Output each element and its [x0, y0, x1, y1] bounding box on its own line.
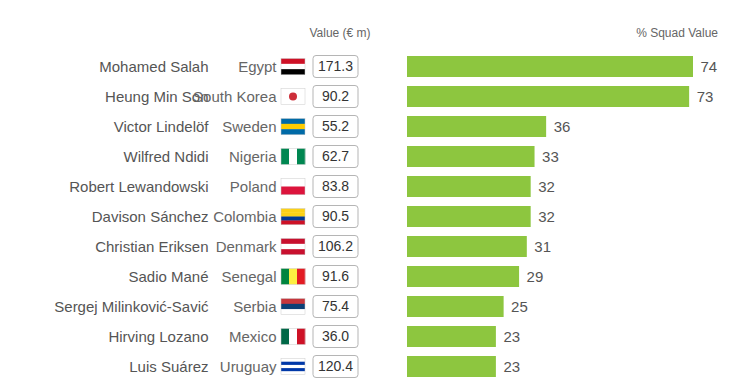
svg-text:75.4: 75.4: [322, 298, 349, 314]
svg-text:Denmark: Denmark: [216, 238, 277, 255]
svg-text:23: 23: [503, 358, 520, 375]
svg-text:Senegal: Senegal: [221, 268, 276, 285]
svg-text:36: 36: [554, 118, 571, 135]
svg-text:South Korea: South Korea: [193, 88, 277, 105]
svg-text:Nigeria: Nigeria: [229, 148, 277, 165]
svg-text:62.7: 62.7: [322, 148, 349, 164]
svg-text:Serbia: Serbia: [233, 298, 277, 315]
svg-text:Wilfred Ndidi: Wilfred Ndidi: [123, 148, 208, 165]
svg-text:Uruguay: Uruguay: [220, 358, 277, 375]
svg-text:36.0: 36.0: [322, 328, 349, 344]
svg-text:Colombia: Colombia: [213, 208, 277, 225]
svg-text:120.4: 120.4: [318, 358, 353, 374]
svg-text:% Squad Value: % Squad Value: [636, 26, 718, 40]
svg-text:Sweden: Sweden: [222, 118, 276, 135]
svg-text:Victor Lindelöf: Victor Lindelöf: [114, 118, 210, 135]
svg-text:90.5: 90.5: [322, 208, 349, 224]
svg-text:Heung Min Son: Heung Min Son: [105, 87, 209, 105]
svg-text:Christian Eriksen: Christian Eriksen: [95, 238, 208, 255]
svg-text:Mohamed Salah: Mohamed Salah: [99, 58, 208, 75]
svg-text:Sergej Milinković-Savić: Sergej Milinković-Savić: [54, 298, 209, 315]
svg-text:25: 25: [511, 298, 528, 315]
svg-text:Value (€ m): Value (€ m): [309, 26, 370, 40]
svg-text:31: 31: [534, 238, 551, 255]
svg-text:32: 32: [538, 208, 555, 225]
svg-text:32: 32: [538, 178, 555, 195]
svg-text:33: 33: [542, 148, 559, 165]
svg-text:83.8: 83.8: [322, 178, 349, 194]
svg-text:Mexico: Mexico: [229, 328, 277, 345]
svg-text:90.2: 90.2: [322, 88, 349, 104]
svg-text:106.2: 106.2: [318, 238, 353, 254]
svg-text:Egypt: Egypt: [238, 58, 277, 75]
svg-text:Davison Sánchez: Davison Sánchez: [92, 208, 209, 225]
svg-text:Sadio Mané: Sadio Mané: [128, 268, 208, 285]
svg-text:Luis Suárez: Luis Suárez: [129, 358, 208, 375]
svg-text:91.6: 91.6: [322, 268, 349, 284]
svg-text:Robert Lewandowski: Robert Lewandowski: [69, 178, 208, 195]
svg-text:171.3: 171.3: [318, 58, 353, 74]
svg-text:73: 73: [697, 88, 714, 105]
svg-text:55.2: 55.2: [322, 118, 349, 134]
svg-text:Hirving Lozano: Hirving Lozano: [108, 328, 208, 345]
svg-text:Poland: Poland: [230, 178, 277, 195]
svg-text:23: 23: [503, 328, 520, 345]
svg-text:29: 29: [527, 268, 544, 285]
svg-text:74: 74: [701, 58, 718, 75]
